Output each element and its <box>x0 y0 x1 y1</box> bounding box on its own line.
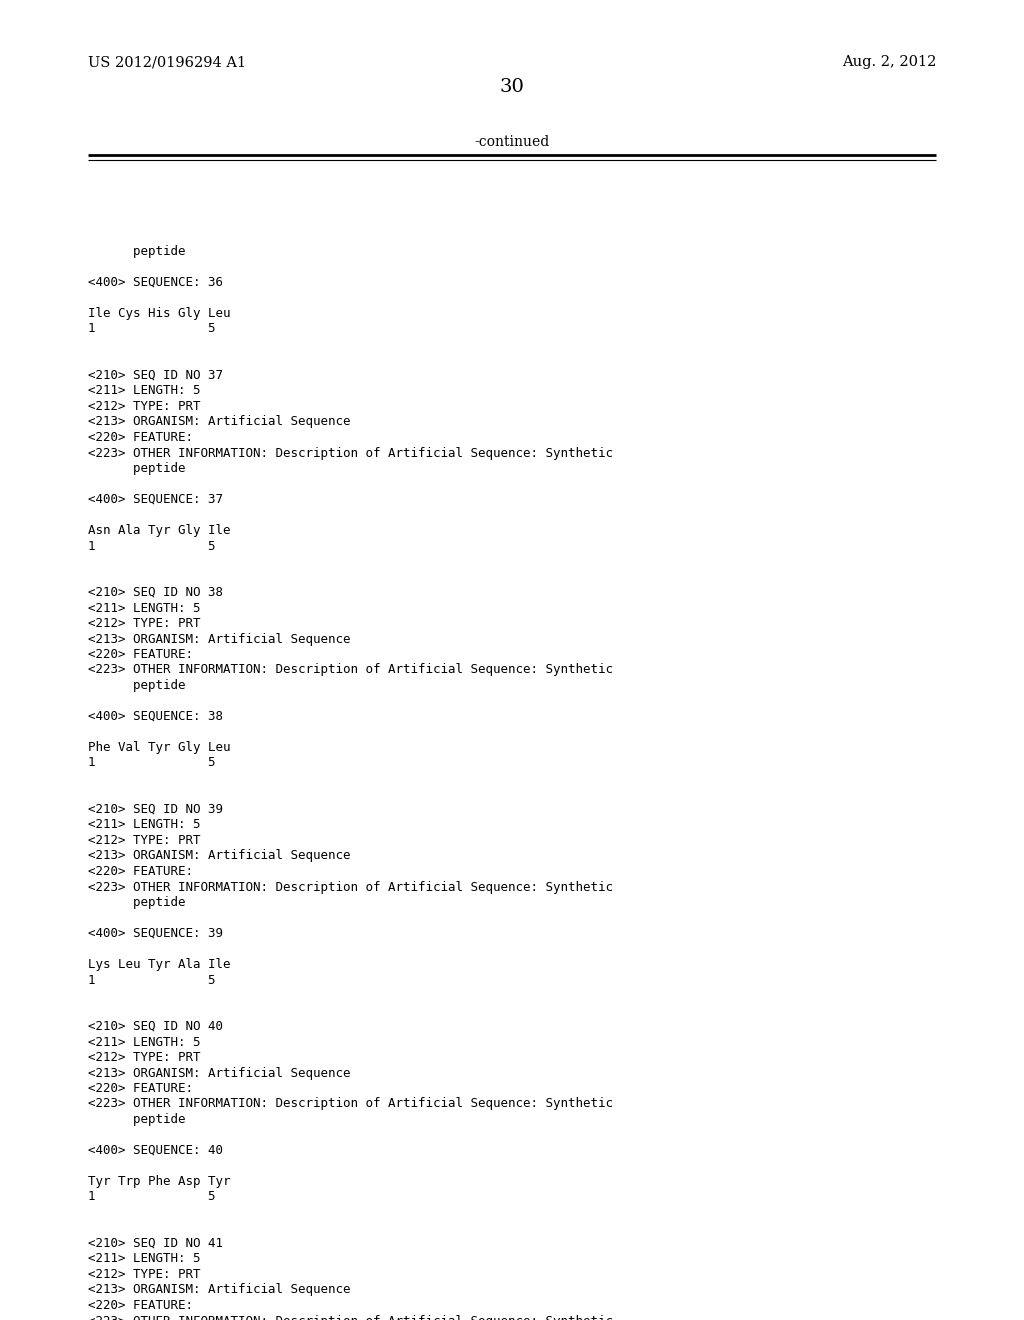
Text: <223> OTHER INFORMATION: Description of Artificial Sequence: Synthetic: <223> OTHER INFORMATION: Description of … <box>88 1315 613 1320</box>
Text: <210> SEQ ID NO 40: <210> SEQ ID NO 40 <box>88 1020 223 1034</box>
Text: <211> LENGTH: 5: <211> LENGTH: 5 <box>88 1035 201 1048</box>
Text: <220> FEATURE:: <220> FEATURE: <box>88 1299 193 1312</box>
Text: <211> LENGTH: 5: <211> LENGTH: 5 <box>88 602 201 615</box>
Text: <220> FEATURE:: <220> FEATURE: <box>88 1082 193 1096</box>
Text: <210> SEQ ID NO 39: <210> SEQ ID NO 39 <box>88 803 223 816</box>
Text: <400> SEQUENCE: 40: <400> SEQUENCE: 40 <box>88 1144 223 1158</box>
Text: 1               5: 1 5 <box>88 540 215 553</box>
Text: US 2012/0196294 A1: US 2012/0196294 A1 <box>88 55 246 69</box>
Text: <400> SEQUENCE: 36: <400> SEQUENCE: 36 <box>88 276 223 289</box>
Text: <213> ORGANISM: Artificial Sequence: <213> ORGANISM: Artificial Sequence <box>88 850 350 862</box>
Text: Aug. 2, 2012: Aug. 2, 2012 <box>842 55 936 69</box>
Text: -continued: -continued <box>474 135 550 149</box>
Text: Phe Val Tyr Gly Leu: Phe Val Tyr Gly Leu <box>88 741 230 754</box>
Text: <212> TYPE: PRT: <212> TYPE: PRT <box>88 1269 201 1280</box>
Text: <213> ORGANISM: Artificial Sequence: <213> ORGANISM: Artificial Sequence <box>88 1067 350 1080</box>
Text: peptide: peptide <box>88 678 185 692</box>
Text: <223> OTHER INFORMATION: Description of Artificial Sequence: Synthetic: <223> OTHER INFORMATION: Description of … <box>88 880 613 894</box>
Text: peptide: peptide <box>88 246 185 257</box>
Text: <220> FEATURE:: <220> FEATURE: <box>88 648 193 661</box>
Text: Asn Ala Tyr Gly Ile: Asn Ala Tyr Gly Ile <box>88 524 230 537</box>
Text: <211> LENGTH: 5: <211> LENGTH: 5 <box>88 1253 201 1266</box>
Text: Tyr Trp Phe Asp Tyr: Tyr Trp Phe Asp Tyr <box>88 1175 230 1188</box>
Text: 1               5: 1 5 <box>88 974 215 986</box>
Text: <213> ORGANISM: Artificial Sequence: <213> ORGANISM: Artificial Sequence <box>88 416 350 429</box>
Text: <212> TYPE: PRT: <212> TYPE: PRT <box>88 616 201 630</box>
Text: <212> TYPE: PRT: <212> TYPE: PRT <box>88 400 201 413</box>
Text: <211> LENGTH: 5: <211> LENGTH: 5 <box>88 818 201 832</box>
Text: <213> ORGANISM: Artificial Sequence: <213> ORGANISM: Artificial Sequence <box>88 1283 350 1296</box>
Text: 1               5: 1 5 <box>88 756 215 770</box>
Text: <223> OTHER INFORMATION: Description of Artificial Sequence: Synthetic: <223> OTHER INFORMATION: Description of … <box>88 446 613 459</box>
Text: Lys Leu Tyr Ala Ile: Lys Leu Tyr Ala Ile <box>88 958 230 972</box>
Text: <210> SEQ ID NO 41: <210> SEQ ID NO 41 <box>88 1237 223 1250</box>
Text: <400> SEQUENCE: 37: <400> SEQUENCE: 37 <box>88 492 223 506</box>
Text: <400> SEQUENCE: 39: <400> SEQUENCE: 39 <box>88 927 223 940</box>
Text: <220> FEATURE:: <220> FEATURE: <box>88 865 193 878</box>
Text: <210> SEQ ID NO 38: <210> SEQ ID NO 38 <box>88 586 223 599</box>
Text: 30: 30 <box>500 78 524 96</box>
Text: <400> SEQUENCE: 38: <400> SEQUENCE: 38 <box>88 710 223 723</box>
Text: <223> OTHER INFORMATION: Description of Artificial Sequence: Synthetic: <223> OTHER INFORMATION: Description of … <box>88 1097 613 1110</box>
Text: 1               5: 1 5 <box>88 322 215 335</box>
Text: <220> FEATURE:: <220> FEATURE: <box>88 432 193 444</box>
Text: peptide: peptide <box>88 896 185 909</box>
Text: <211> LENGTH: 5: <211> LENGTH: 5 <box>88 384 201 397</box>
Text: <212> TYPE: PRT: <212> TYPE: PRT <box>88 1051 201 1064</box>
Text: <213> ORGANISM: Artificial Sequence: <213> ORGANISM: Artificial Sequence <box>88 632 350 645</box>
Text: <212> TYPE: PRT: <212> TYPE: PRT <box>88 834 201 847</box>
Text: 1               5: 1 5 <box>88 1191 215 1204</box>
Text: peptide: peptide <box>88 462 185 475</box>
Text: Ile Cys His Gly Leu: Ile Cys His Gly Leu <box>88 308 230 319</box>
Text: <223> OTHER INFORMATION: Description of Artificial Sequence: Synthetic: <223> OTHER INFORMATION: Description of … <box>88 664 613 676</box>
Text: peptide: peptide <box>88 1113 185 1126</box>
Text: <210> SEQ ID NO 37: <210> SEQ ID NO 37 <box>88 370 223 381</box>
